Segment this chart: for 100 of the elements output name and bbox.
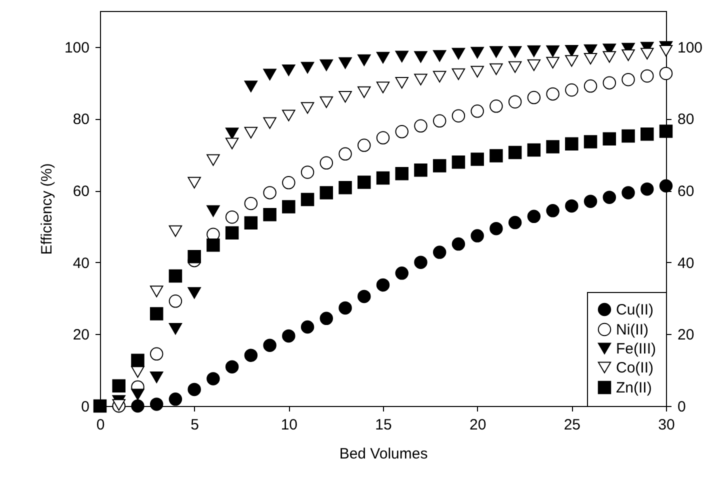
point <box>358 138 371 152</box>
point <box>150 307 164 320</box>
point <box>244 348 258 362</box>
point <box>622 186 635 200</box>
point <box>131 354 144 368</box>
point <box>452 109 466 122</box>
x-tick-label: 0 <box>96 416 105 434</box>
point <box>320 96 334 108</box>
point <box>508 95 522 108</box>
point <box>602 51 616 63</box>
point <box>263 117 276 129</box>
point <box>225 226 239 240</box>
point <box>188 250 201 264</box>
point <box>565 45 578 57</box>
point <box>376 278 390 292</box>
point <box>659 45 673 57</box>
point <box>414 119 428 133</box>
y2-tick-label: 80 <box>678 111 694 128</box>
point <box>452 156 466 169</box>
x-tick-label: 25 <box>564 416 581 434</box>
y-axis-title: Efficiency (%) <box>38 163 56 255</box>
point <box>225 128 239 140</box>
point <box>602 76 616 90</box>
point <box>320 59 334 72</box>
point <box>282 64 296 76</box>
point <box>338 301 352 315</box>
point <box>131 399 144 413</box>
y-tick-label: 40 <box>72 254 90 272</box>
point <box>320 156 334 170</box>
point <box>490 63 503 75</box>
y2-tick-label: 40 <box>678 254 694 272</box>
point <box>584 79 598 93</box>
point <box>93 399 107 413</box>
point <box>640 128 654 141</box>
point <box>300 166 314 179</box>
point <box>168 322 182 335</box>
point <box>168 294 182 308</box>
point <box>452 68 466 80</box>
point <box>508 216 522 230</box>
point <box>490 222 503 236</box>
point <box>150 398 164 411</box>
point <box>188 382 201 396</box>
point <box>168 269 182 283</box>
point <box>188 287 201 299</box>
point <box>414 256 428 269</box>
point <box>150 347 164 361</box>
point <box>659 66 673 80</box>
point <box>565 55 578 67</box>
y-tick-label: 0 <box>81 398 90 416</box>
point <box>546 140 560 154</box>
point <box>395 50 408 62</box>
point <box>565 137 578 150</box>
point <box>527 90 541 104</box>
y-tick-label: 60 <box>72 183 90 200</box>
point <box>546 45 560 58</box>
point <box>358 176 371 189</box>
point <box>470 46 484 58</box>
y-tick-label: 100 <box>64 39 90 56</box>
point <box>150 371 164 384</box>
point <box>414 163 428 177</box>
point <box>508 146 522 160</box>
point <box>546 204 560 218</box>
point <box>565 83 578 97</box>
point <box>225 360 239 374</box>
y-tick-label: 80 <box>72 111 90 128</box>
point <box>432 246 446 259</box>
point <box>300 62 314 74</box>
point <box>508 46 522 58</box>
point <box>395 167 408 180</box>
point <box>432 70 446 83</box>
legend-label: Ni(II) <box>616 322 648 338</box>
point <box>244 80 258 92</box>
point <box>282 200 296 214</box>
point <box>263 338 276 352</box>
point <box>546 56 560 69</box>
point <box>206 372 220 386</box>
point <box>376 82 390 94</box>
point <box>432 159 446 172</box>
point <box>395 266 408 280</box>
point <box>263 186 276 200</box>
point <box>527 143 541 157</box>
point <box>282 110 296 122</box>
point <box>470 229 484 242</box>
point <box>188 176 201 188</box>
point <box>470 152 484 166</box>
point <box>338 57 352 69</box>
point <box>300 320 314 334</box>
point <box>282 176 296 190</box>
point <box>320 312 334 325</box>
point <box>584 194 598 208</box>
point <box>358 54 371 66</box>
legend-label: Fe(III) <box>616 340 656 358</box>
x-tick-label: 20 <box>469 416 486 434</box>
point <box>225 210 239 224</box>
point <box>546 87 560 101</box>
point <box>432 50 446 62</box>
point <box>490 100 503 113</box>
point <box>263 68 276 80</box>
point <box>584 52 598 65</box>
x-tick-label: 15 <box>375 416 392 434</box>
